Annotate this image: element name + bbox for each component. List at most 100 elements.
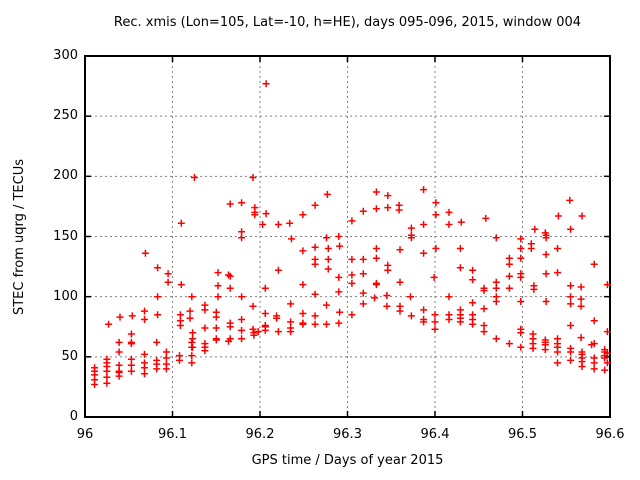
data-point-marker — [420, 318, 428, 326]
data-point-marker — [542, 270, 550, 278]
data-point-marker — [299, 310, 307, 317]
data-point-marker — [154, 293, 162, 301]
data-point-marker — [226, 284, 234, 292]
data-point-marker — [254, 328, 262, 336]
data-point-marker — [154, 264, 162, 272]
data-point-marker — [505, 340, 513, 348]
data-point-marker — [372, 254, 380, 262]
data-point-marker — [567, 282, 575, 290]
data-point-marker — [348, 311, 356, 319]
data-point-marker — [383, 292, 391, 299]
data-point-marker — [226, 200, 234, 208]
data-point-marker — [287, 328, 295, 336]
data-point-marker — [517, 298, 525, 305]
data-point-marker — [359, 255, 367, 263]
data-point-marker — [91, 381, 99, 388]
data-point-marker — [445, 293, 453, 301]
data-point-marker — [445, 316, 453, 323]
x-tick-label: 96.6 — [595, 427, 625, 442]
data-point-marker — [566, 196, 574, 204]
data-point-marker — [177, 219, 185, 227]
data-point-marker — [238, 199, 246, 207]
data-point-marker — [238, 234, 246, 242]
data-point-marker — [141, 316, 148, 323]
data-point-marker — [432, 211, 440, 219]
data-point-marker — [542, 234, 550, 242]
data-point-marker — [567, 293, 575, 301]
x-tick-label: 96.3 — [333, 427, 362, 442]
data-point-marker — [116, 313, 124, 321]
data-point-marker — [517, 343, 525, 351]
data-point-marker — [372, 281, 380, 289]
data-point-marker — [554, 269, 561, 277]
data-point-marker — [141, 370, 148, 378]
data-point-marker — [153, 338, 161, 346]
data-point-marker — [186, 307, 194, 315]
data-point-marker — [372, 205, 380, 213]
data-point-marker — [262, 210, 270, 218]
data-point-marker — [432, 245, 440, 252]
data-point-marker — [188, 293, 196, 301]
data-point-marker — [372, 188, 380, 196]
data-point-marker — [299, 320, 307, 328]
data-point-marker — [505, 284, 513, 292]
data-point-marker — [457, 218, 465, 226]
data-point-marker — [554, 348, 561, 356]
y-tick-label: 300 — [53, 48, 78, 63]
data-point-marker — [492, 284, 500, 292]
data-point-marker — [214, 282, 222, 290]
data-point-marker — [176, 322, 184, 329]
data-point-marker — [261, 284, 269, 292]
data-point-marker — [335, 288, 343, 296]
data-point-marker — [590, 260, 598, 268]
data-point-marker — [141, 364, 148, 372]
data-point-marker — [115, 338, 123, 346]
data-point-marker — [554, 245, 561, 252]
data-point-marker — [577, 302, 585, 310]
data-point-marker — [603, 359, 611, 367]
data-point-marker — [407, 224, 415, 232]
data-point-marker — [603, 328, 611, 336]
data-point-marker — [103, 373, 111, 381]
data-point-marker — [324, 245, 332, 252]
data-point-marker — [384, 192, 392, 200]
data-point-marker — [420, 306, 428, 314]
data-point-marker — [407, 293, 414, 301]
data-point-marker — [141, 350, 148, 358]
data-point-marker — [517, 235, 525, 243]
data-point-marker — [384, 266, 392, 274]
data-point-marker — [469, 320, 477, 328]
x-tick-label: 96.5 — [508, 427, 537, 442]
data-point-marker — [141, 307, 148, 315]
data-point-marker — [567, 225, 575, 233]
data-point-marker — [469, 266, 477, 274]
data-point-marker — [115, 372, 123, 380]
data-point-marker — [492, 278, 500, 286]
data-point-marker — [190, 174, 198, 181]
data-point-marker — [431, 318, 439, 326]
y-tick-label: 150 — [53, 228, 78, 244]
data-point-marker — [578, 212, 586, 220]
data-point-marker — [601, 354, 609, 362]
data-point-marker — [188, 352, 196, 360]
data-point-marker — [212, 336, 220, 344]
data-point-marker — [226, 272, 234, 280]
gridlines — [85, 56, 610, 417]
data-point-marker — [162, 354, 170, 362]
data-point-marker — [567, 322, 575, 329]
data-point-marker — [286, 219, 294, 227]
x-tick-label: 96 — [76, 427, 94, 442]
data-point-marker — [128, 312, 136, 320]
data-point-marker — [164, 278, 172, 286]
data-point-marker — [261, 326, 269, 334]
data-point-marker — [590, 365, 598, 373]
data-point-marker — [323, 301, 330, 309]
data-point-marker — [311, 201, 319, 209]
data-point-marker — [348, 271, 356, 279]
data-point-marker — [288, 235, 295, 243]
data-point-marker — [492, 298, 500, 305]
data-point-marker — [541, 346, 549, 354]
data-point-marker — [359, 300, 367, 308]
x-tick-label: 96.1 — [158, 427, 187, 442]
